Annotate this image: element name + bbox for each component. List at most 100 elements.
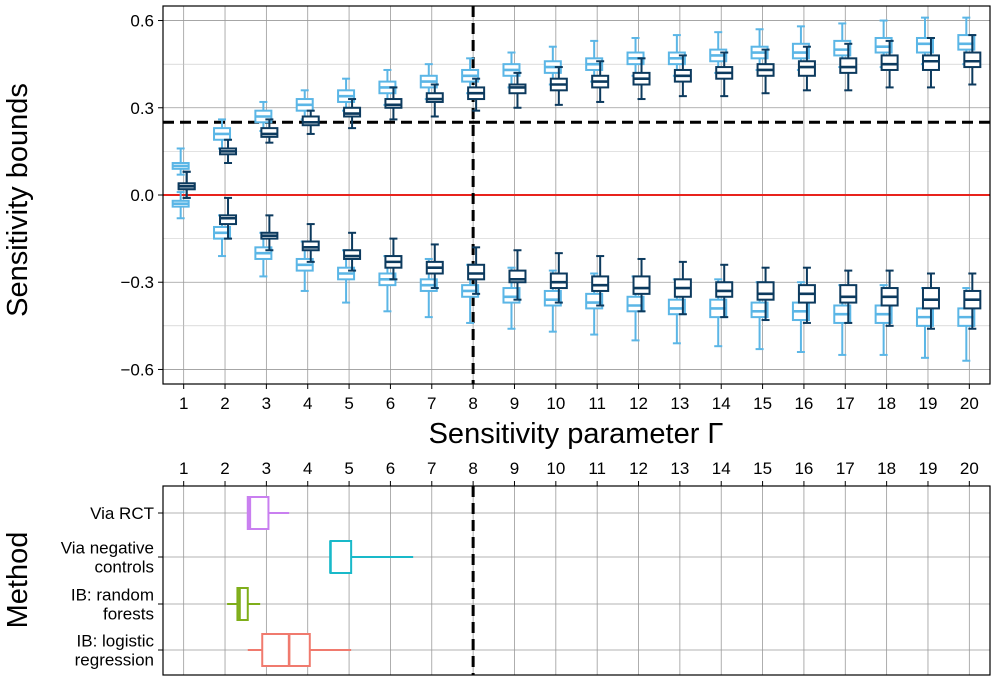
top-x-axis-label: Sensitivity parameter Γ	[429, 418, 724, 450]
top-x-tick-label-5: 5	[344, 394, 353, 413]
box-s0-g19-lower	[915, 287, 934, 359]
bottom-x-tick-label-17: 17	[836, 459, 855, 478]
box-s1-g5-lower	[343, 231, 362, 272]
method-label-1-line-0: Via negative	[61, 539, 154, 558]
box-s1-g2-upper	[219, 138, 238, 165]
box-s1-g17-upper-box	[839, 57, 858, 74]
box-s0-g2-upper	[213, 118, 232, 150]
bottom-x-tick-label-12: 12	[629, 459, 648, 478]
top-x-tick-label-12: 12	[629, 394, 648, 413]
method-label-0: Via RCT	[90, 504, 154, 523]
sensitivity-bounds-panel: −0.6−0.30.00.30.61 2 3 4 5 6 7 8 9 10 11 12 13 14 15 16…	[120, 5, 991, 413]
box-s1-g6-upper-box	[384, 98, 403, 109]
box-s1-g4-lower-box	[301, 240, 320, 252]
box-s0-g14-upper	[709, 31, 728, 74]
top-x-tick-label-6: 6	[386, 394, 395, 413]
box-s1-g20-upper	[963, 34, 982, 86]
bottom-x-tick-label-10: 10	[546, 459, 565, 478]
box-s1-g18-lower	[880, 269, 899, 327]
box-s1-g2-lower-box	[219, 214, 238, 226]
bottom-x-tick-label-18: 18	[877, 459, 896, 478]
method-label-1: Via negative controls	[61, 539, 154, 577]
box-s0-g15-lower	[750, 281, 769, 351]
method-label-2: IB: random forests	[71, 586, 154, 624]
box-s1-g9-lower-box	[508, 269, 527, 284]
bottom-x-tick-label-9: 9	[510, 459, 519, 478]
top-x-tick-label-1: 1	[179, 394, 188, 413]
bottom-x-tick-label-8: 8	[468, 459, 477, 478]
method-box-1	[329, 540, 414, 574]
box-s1-g3-upper-box	[260, 127, 279, 138]
box-s0-g12-lower-box	[626, 295, 645, 313]
method-box-3-box	[261, 633, 311, 667]
top-x-tick-label-11: 11	[588, 394, 606, 413]
bottom-x-tick-label-1: 1	[179, 459, 188, 478]
box-s1-g8-upper	[467, 77, 486, 112]
box-s1-g9-upper	[508, 71, 527, 109]
box-s1-g19-upper	[921, 36, 940, 89]
method-box-1-box	[329, 540, 353, 574]
box-s1-g5-lower-box	[343, 249, 362, 260]
box-s0-g15-lower-box	[750, 301, 769, 319]
box-s1-g3-upper	[260, 118, 279, 144]
bottom-x-tick-label-3: 3	[262, 459, 271, 478]
method-label-0-line-0: Via RCT	[90, 504, 154, 523]
box-s1-g10-lower	[549, 252, 568, 304]
box-s1-g10-lower-box	[549, 272, 568, 290]
top-x-tick-label-13: 13	[670, 394, 689, 413]
bottom-x-tick-label-2: 2	[220, 459, 229, 478]
box-s1-g4-upper-box	[301, 115, 320, 127]
bottom-x-tick-label-19: 19	[919, 459, 938, 478]
top-x-tick-label-3: 3	[262, 394, 271, 413]
top-x-tick-label-18: 18	[877, 394, 896, 413]
method-label-2-line-1: forests	[103, 605, 154, 624]
bottom-x-tick-label-15: 15	[753, 459, 772, 478]
box-s1-g14-lower-box	[715, 281, 734, 298]
box-s1-g15-lower-box	[756, 281, 775, 301]
box-s1-g19-lower-box	[921, 287, 940, 310]
bottom-x-tick-label-5: 5	[344, 459, 353, 478]
box-s1-g8-lower-box	[467, 263, 486, 281]
box-s1-g18-upper-box	[880, 54, 899, 71]
box-s1-g11-upper	[591, 60, 610, 103]
top-x-tick-label-2: 2	[220, 394, 229, 413]
box-s1-g12-lower	[632, 257, 651, 313]
box-s1-g1-lower	[177, 170, 196, 199]
top-x-tick-label-16: 16	[794, 394, 813, 413]
bottom-x-tick-label-4: 4	[303, 459, 312, 478]
top-y-tick-label-3: 0.3	[130, 99, 154, 118]
top-x-tick-label-4: 4	[303, 394, 312, 413]
top-x-tick-label-7: 7	[427, 394, 436, 413]
bottom-x-tick-label-6: 6	[386, 459, 395, 478]
box-s1-g7-lower	[425, 243, 444, 290]
box-s1-g3-lower	[260, 214, 279, 252]
box-s1-g13-upper	[673, 54, 692, 98]
box-s1-g19-lower	[921, 272, 940, 330]
box-s1-g16-upper-box	[797, 60, 816, 77]
top-x-tick-label-10: 10	[546, 394, 565, 413]
method-box-3	[247, 633, 352, 667]
method-label-3: IB: logistic regression	[75, 632, 155, 670]
box-s1-g13-lower	[673, 260, 692, 316]
top-x-tick-label-8: 8	[468, 394, 477, 413]
box-s0-g13-lower-box	[667, 298, 686, 316]
box-s1-g9-lower	[508, 249, 527, 301]
box-s0-g1-upper	[171, 147, 190, 176]
box-s1-g14-lower	[715, 263, 734, 319]
bottom-y-axis-label: Method	[2, 532, 34, 629]
box-s1-g20-lower	[963, 272, 982, 330]
top-x-tick-label-15: 15	[753, 394, 772, 413]
method-box-2-box	[236, 587, 249, 621]
box-s1-g5-upper	[343, 98, 362, 130]
box-s1-g5-upper-box	[343, 106, 362, 118]
top-x-tick-label-20: 20	[960, 394, 979, 413]
method-label-3-line-0: IB: logistic	[77, 632, 155, 651]
top-x-tick-label-9: 9	[510, 394, 519, 413]
box-s1-g17-upper	[839, 42, 858, 92]
top-y-axis-label: Sensitivity bounds	[2, 83, 34, 317]
box-s1-g12-upper	[632, 57, 651, 101]
box-s0-g1-lower	[171, 191, 190, 220]
top-x-tick-label-14: 14	[712, 394, 731, 413]
